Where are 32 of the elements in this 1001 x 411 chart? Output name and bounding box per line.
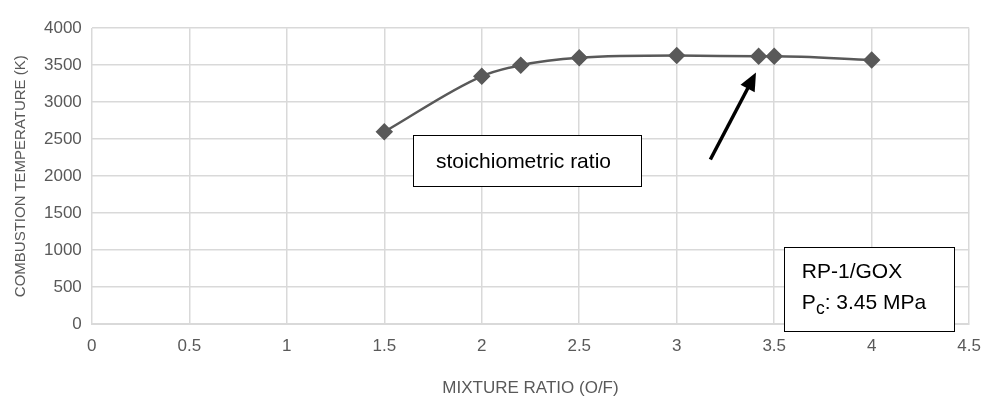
x-tick-label: 1 [282, 336, 292, 356]
x-tick-label: 4 [866, 336, 877, 356]
x-tick-label: 3 [671, 336, 682, 356]
point [765, 48, 783, 65]
y-tick-label: 500 [53, 276, 82, 296]
point [570, 49, 588, 67]
x-tick-label: 2.5 [567, 336, 592, 356]
x-tick-label: 1.5 [372, 336, 397, 356]
y-tick-label: 2000 [43, 165, 82, 185]
point [473, 68, 491, 85]
y-tick-label: 3500 [43, 54, 82, 74]
x-axis-title: MIXTURE RATIO (O/F) [442, 378, 619, 398]
y-tick-label: 1000 [43, 239, 82, 259]
x-tick-label: 4.5 [957, 336, 981, 356]
y-axis-title: COMBUSTION TEMPERATURE (K) [11, 55, 29, 298]
x-tick-label: 3.5 [762, 336, 787, 356]
point [863, 51, 880, 69]
point [668, 47, 685, 64]
x-tick-label: 0.5 [177, 336, 202, 356]
y-tick-label: 3000 [43, 91, 82, 111]
x-tick-label: 0 [87, 336, 97, 356]
y-tick-label: 1500 [43, 202, 82, 222]
point [376, 123, 393, 141]
y-tick-label: 4000 [43, 17, 82, 37]
point [512, 56, 529, 74]
annotation: stoichiometric ratio [412, 134, 642, 187]
annotation: RP-1/GOX [801, 258, 904, 284]
y-tick-label: 2500 [43, 128, 82, 148]
point [750, 48, 767, 65]
annotation: P$_{c}$: 3.45 MPa [801, 289, 927, 321]
y-tick-label: 0 [72, 313, 82, 333]
x-tick-label: 2 [477, 336, 487, 356]
